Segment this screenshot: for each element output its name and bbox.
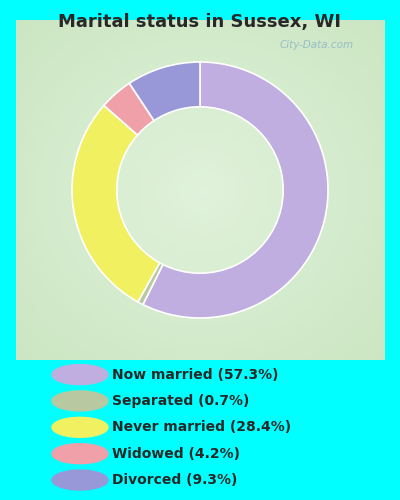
Circle shape [52,470,108,490]
Text: City-Data.com: City-Data.com [280,40,354,50]
Wedge shape [143,62,328,318]
Wedge shape [138,263,163,304]
Circle shape [52,391,108,411]
Circle shape [52,418,108,438]
Wedge shape [129,62,200,120]
Text: Marital status in Sussex, WI: Marital status in Sussex, WI [58,12,342,30]
Text: Divorced (9.3%): Divorced (9.3%) [112,473,237,487]
Text: Widowed (4.2%): Widowed (4.2%) [112,446,240,460]
Text: Now married (57.3%): Now married (57.3%) [112,368,278,382]
Text: Separated (0.7%): Separated (0.7%) [112,394,249,408]
Wedge shape [72,106,160,302]
Wedge shape [104,84,154,135]
Text: Never married (28.4%): Never married (28.4%) [112,420,291,434]
Circle shape [52,364,108,384]
Circle shape [52,444,108,464]
